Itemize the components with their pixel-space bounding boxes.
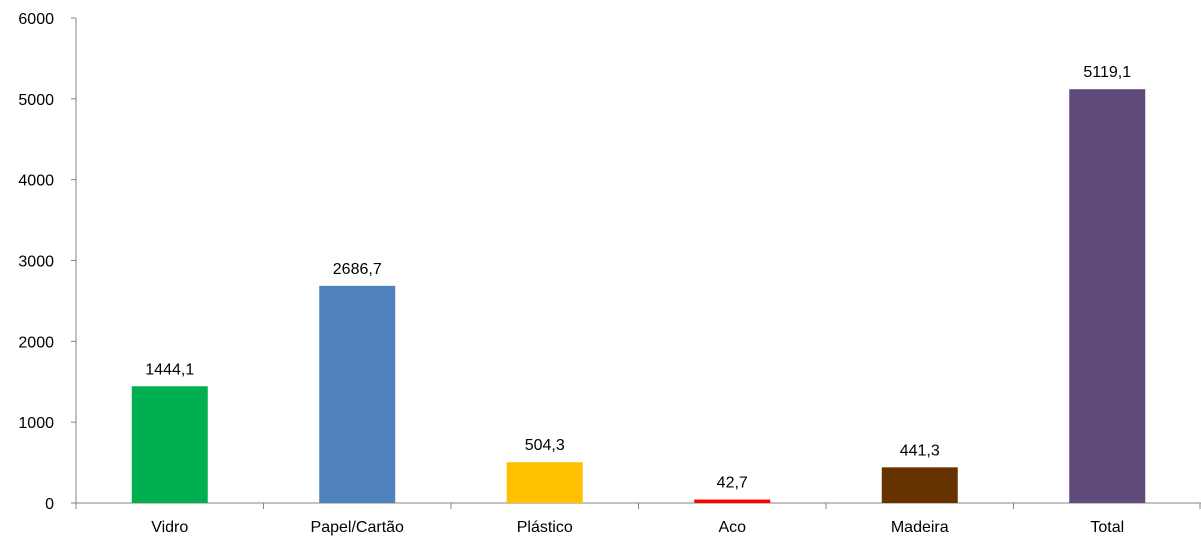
y-tick-label: 6000 (18, 11, 54, 28)
y-tick-label: 2000 (18, 334, 54, 351)
data-label: 42,7 (717, 475, 748, 492)
data-label: 504,3 (525, 437, 565, 454)
bar-papel-cart-o (319, 285, 396, 503)
x-category-label: Aco (718, 519, 746, 536)
bars (131, 89, 1146, 503)
x-category-label: Vidro (151, 519, 188, 536)
data-label: 5119,1 (1083, 64, 1131, 81)
data-label: 441,3 (900, 442, 940, 459)
x-category-label: Total (1090, 519, 1124, 536)
y-tick-label: 4000 (18, 173, 54, 190)
x-category-label: Papel/Cartão (311, 519, 404, 536)
bar-pl-stico (506, 462, 583, 503)
bar-aco (694, 499, 771, 503)
data-labels: 1444,1 2686,7 504,3 42,7 441,3 5119,1 (145, 64, 1131, 491)
bar-total (1069, 89, 1146, 503)
bar-vidro (131, 386, 208, 503)
y-tick-label: 3000 (18, 254, 54, 271)
y-axis: 0 1000 2000 3000 4000 5000 6000 (18, 11, 77, 513)
bar-madeira (881, 467, 958, 503)
data-label: 1444,1 (145, 361, 194, 378)
y-tick-label: 5000 (18, 92, 54, 109)
y-tick-label: 1000 (18, 415, 54, 432)
x-category-label: Madeira (891, 519, 949, 536)
y-tick-label: 0 (45, 496, 54, 513)
data-label: 2686,7 (333, 261, 382, 278)
x-category-label: Plástico (517, 519, 573, 536)
x-axis: Vidro Papel/Cartão Plástico Aco Madeira Total (75, 502, 1201, 536)
